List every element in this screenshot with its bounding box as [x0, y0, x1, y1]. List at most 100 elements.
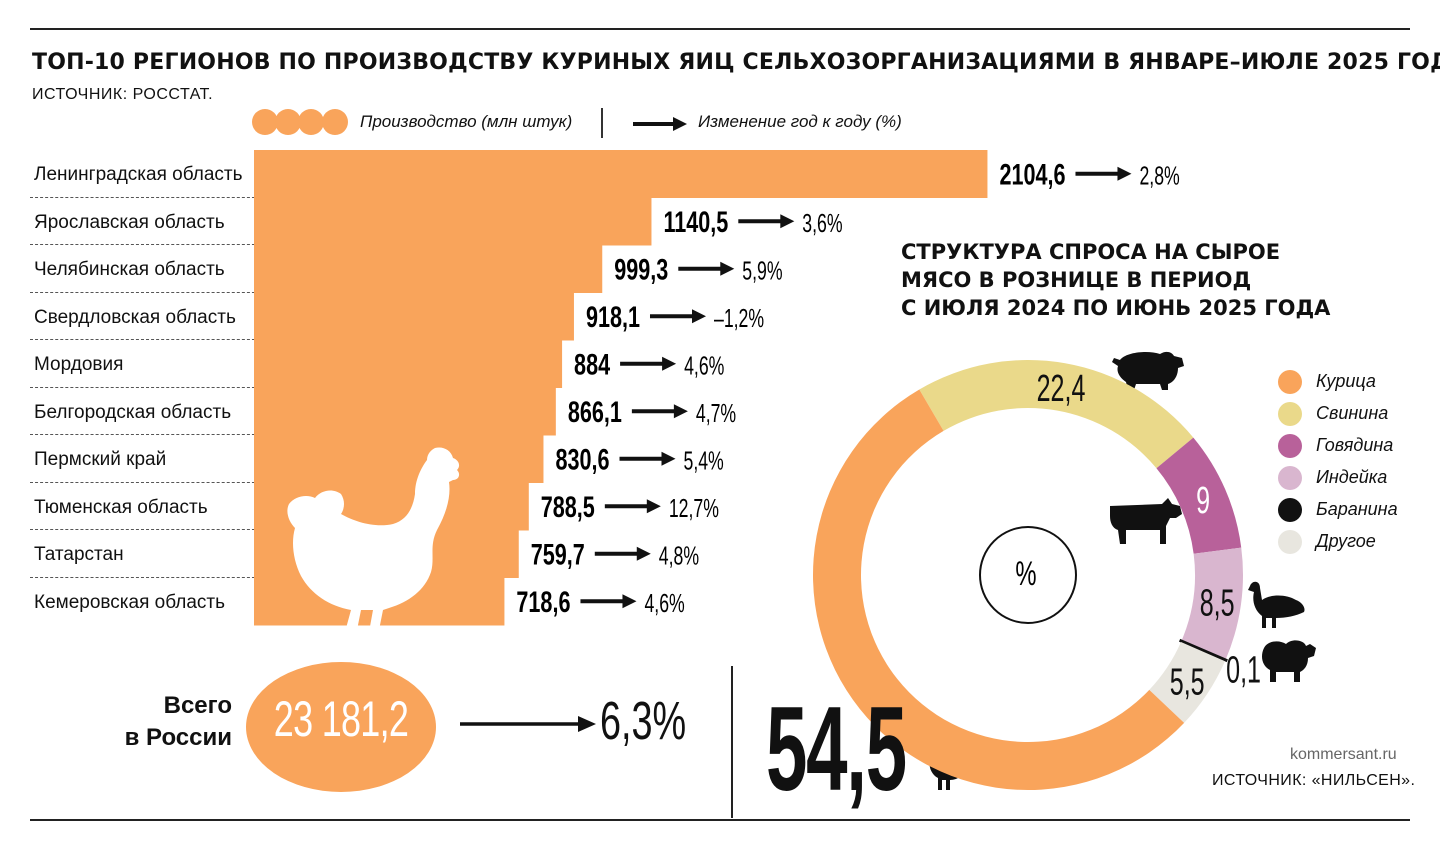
region-label: Свердловская область [34, 306, 236, 328]
donut-source: ИСТОЧНИК: «НИЛЬСЕН». [1212, 772, 1416, 789]
bottom-rule [30, 819, 1410, 821]
donut-slice [1156, 437, 1242, 554]
donut-title: СТРУКТУРА СПРОСА НА СЫРОЕ МЯСО В РОЗНИЦЕ… [901, 238, 1330, 322]
arrow-icon [619, 451, 676, 466]
chart-title: ТОП-10 РЕГИОНОВ ПО ПРОИЗВОДСТВУ КУРИНЫХ … [32, 50, 1440, 75]
bar [254, 435, 544, 483]
bar-value-label: 918,1 [586, 300, 640, 334]
legend-label: Говядина [1316, 435, 1394, 455]
total-label: Всего в России [80, 690, 232, 754]
region-row: Челябинская область [30, 245, 260, 293]
legend-label: Индейка [1316, 467, 1388, 487]
donut-slice [812, 389, 1185, 790]
hen-icon [287, 447, 460, 634]
region-label: Пермский край [34, 449, 167, 470]
bar-value-label: 999,3 [614, 252, 668, 286]
arrow-icon [678, 261, 735, 276]
bar-change-label: 4,7% [696, 399, 736, 428]
slice-label: 8,5 [1200, 581, 1235, 623]
legend-change-label: Изменение год к году (%) [698, 112, 902, 131]
donut-slice [1149, 641, 1225, 723]
arrow-icon [1075, 166, 1132, 181]
top-rule [30, 28, 1410, 30]
arrow-icon [633, 117, 687, 131]
region-label: Кемеровская область [34, 591, 225, 613]
region-row: Пермский край [30, 435, 260, 483]
legend-swatch [1278, 402, 1302, 426]
total-arrow-icon [460, 716, 596, 732]
bar-change-label: 5,4% [683, 446, 723, 475]
total-value: 23 181,2 [273, 691, 409, 747]
region-label: Белгородская область [34, 401, 232, 423]
slice-label: 0,1 [1226, 648, 1261, 690]
arrow-icon [604, 499, 661, 514]
region-label: Мордовия [34, 354, 124, 375]
donut-title-line3: С ИЮЛЯ 2024 ПО ИЮНЬ 2025 ГОДА [901, 296, 1331, 320]
bar-value-label: 1140,5 [663, 205, 728, 239]
region-list: Ленинградская область Ярославская област… [30, 150, 260, 625]
legend-swatch [1278, 498, 1302, 522]
donut-title-line2: МЯСО В РОЗНИЦЕ В ПЕРИОД [901, 268, 1252, 292]
arrow-icon [620, 356, 677, 371]
legend-swatch [1278, 466, 1302, 490]
pig-icon [1112, 351, 1184, 390]
sheep-icon [1262, 640, 1316, 682]
source-label: ИСТОЧНИК: РОССТАТ. [32, 86, 214, 103]
donut-slice [1178, 638, 1228, 663]
bar [254, 150, 988, 198]
region-label: Тюменская область [34, 496, 208, 518]
region-row: Тюменская область [30, 483, 260, 530]
legend-label: Баранина [1316, 499, 1398, 519]
bar-value-label: 830,6 [555, 442, 609, 476]
bar [254, 340, 563, 388]
total-change: 6,3% [600, 691, 687, 751]
bar-change-label: 3,6% [802, 209, 842, 238]
total-ellipse [246, 662, 436, 792]
arrow-icon [580, 594, 637, 609]
region-label: Челябинская область [34, 259, 225, 280]
bar [254, 387, 556, 436]
donut-center-ring [979, 526, 1077, 624]
bar [254, 197, 652, 246]
legend-divider [601, 108, 603, 138]
bar-change-label: 12,7% [669, 494, 719, 523]
legend-label: Другое [1316, 531, 1376, 551]
bar-change-label: 4,6% [684, 351, 724, 380]
bar-change-label: 4,6% [644, 589, 684, 618]
slice-label: 9 [1196, 479, 1210, 521]
region-label: Ленинградская область [34, 164, 243, 185]
arrow-icon [631, 404, 688, 419]
bar [254, 292, 574, 341]
region-label: Ярославская область [34, 211, 225, 233]
bar-value-label: 759,7 [531, 537, 585, 571]
legend-production-label: Производство (млн штук) [360, 112, 573, 131]
cow-icon [1110, 498, 1182, 544]
bar-value-label: 2104,6 [999, 157, 1065, 191]
region-row: Татарстан [30, 530, 260, 578]
egg-dots-icon [252, 109, 348, 135]
total-label-line1: Всего [163, 692, 232, 719]
region-label: Татарстан [34, 544, 124, 565]
legend-swatch [1278, 530, 1302, 554]
region-row: Белгородская область [30, 388, 260, 435]
region-row: Ярославская область [30, 198, 260, 245]
arrow-icon [649, 309, 706, 324]
legend-swatch [1278, 370, 1302, 394]
section-divider [731, 666, 733, 818]
turkey-icon [1248, 581, 1305, 628]
donut-center-label: % [1015, 555, 1036, 593]
arrow-icon [738, 214, 795, 229]
donut-title-line1: СТРУКТУРА СПРОСА НА СЫРОЕ [901, 240, 1281, 264]
bar-change-label: 4,8% [659, 541, 699, 570]
bar-value-label: 718,6 [516, 585, 570, 619]
slice-label: 5,5 [1170, 660, 1205, 702]
bar-value-label: 866,1 [568, 395, 622, 429]
site-url[interactable]: kommersant.ru [1290, 746, 1397, 763]
bar-change-label: –1,2% [714, 304, 764, 333]
arrow-icon [594, 546, 651, 561]
slice-label: 22,4 [1037, 367, 1086, 409]
legend-swatch [1278, 434, 1302, 458]
total-label-line2: в России [124, 724, 232, 751]
donut-slice [1181, 547, 1243, 660]
